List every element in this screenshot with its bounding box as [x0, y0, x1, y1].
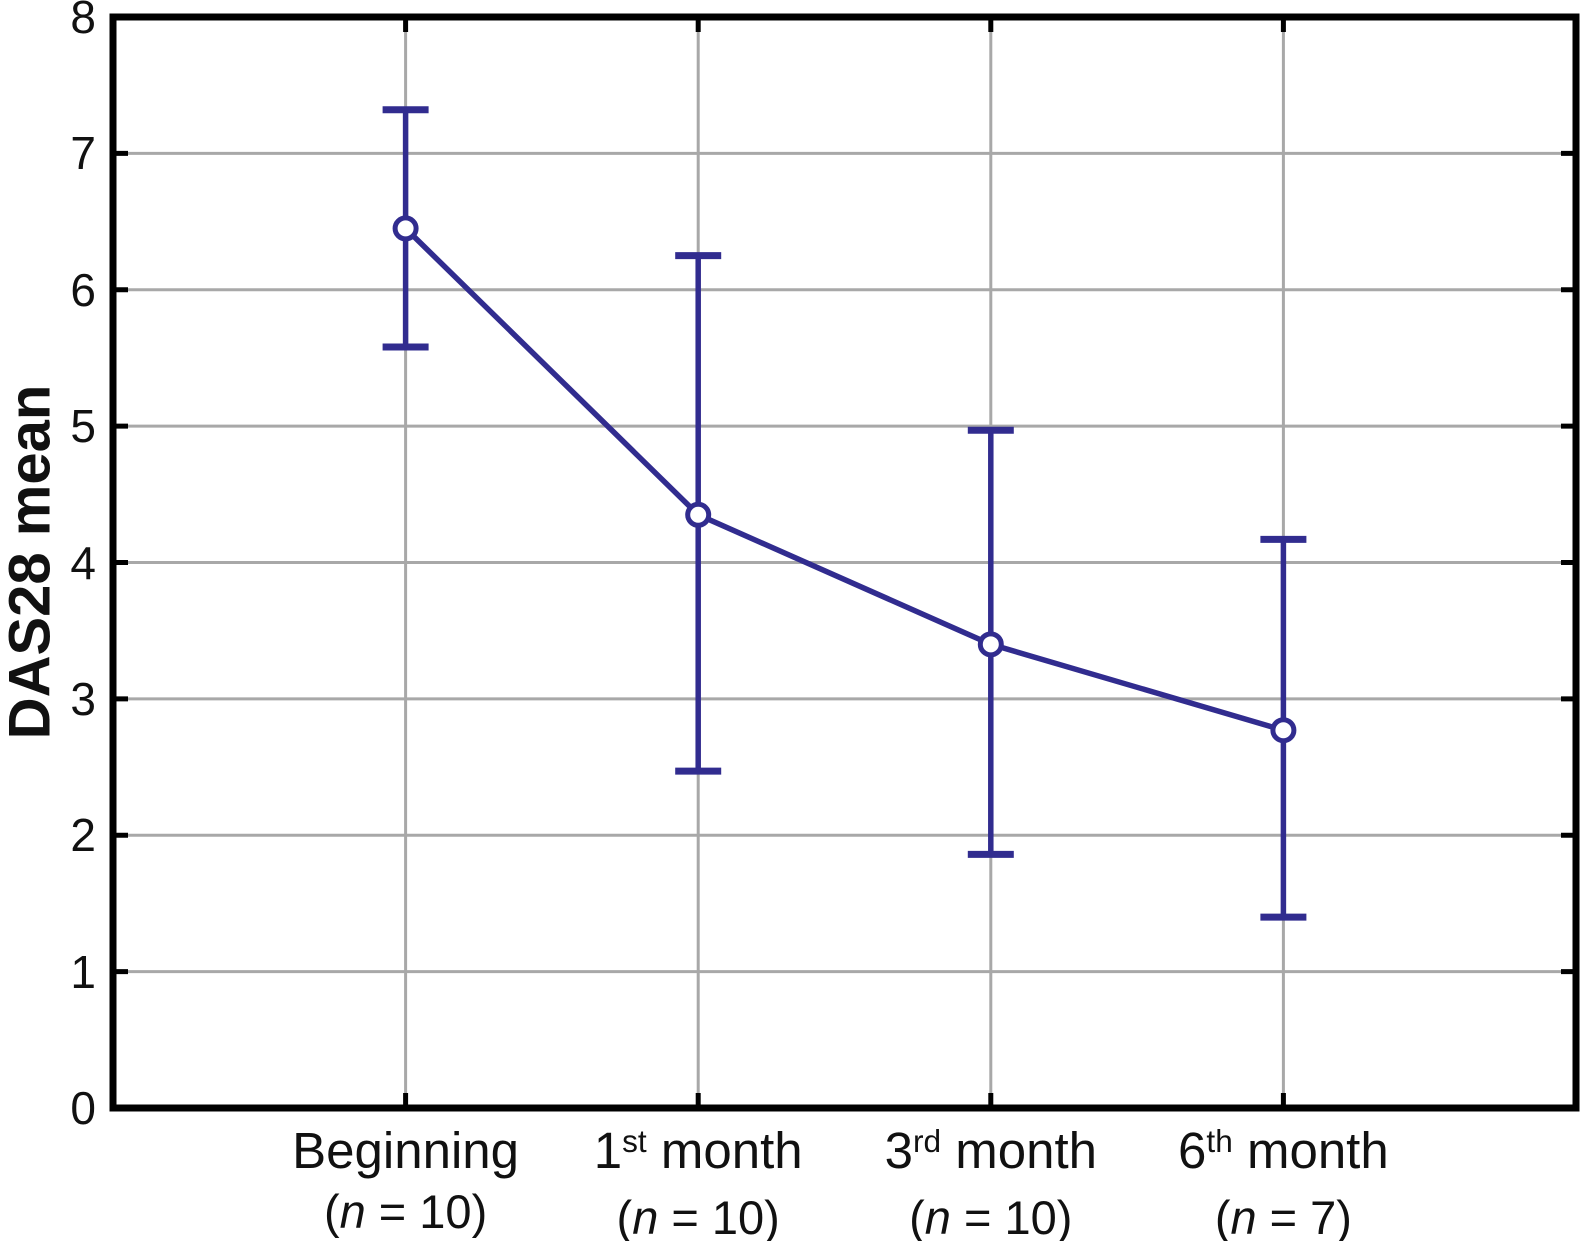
series-line	[403, 226, 1285, 733]
x-category-name: Beginning	[292, 1122, 520, 1179]
y-tick-label: 4	[70, 536, 96, 589]
ordinal-superscript: rd	[912, 1123, 942, 1160]
ordinal-superscript: th	[1206, 1123, 1233, 1160]
x-category-sample-size: (n = 10)	[909, 1191, 1073, 1241]
axes-frame	[109, 13, 1580, 1112]
x-category-label: Beginning (n = 10)	[176, 1120, 636, 1241]
x-category-sample-size: (n = 10)	[616, 1191, 780, 1241]
y-tick-label: 3	[70, 672, 96, 725]
x-category-sample-size: (n = 10)	[323, 1185, 488, 1238]
y-tick-label: 7	[70, 127, 96, 180]
x-category-name: 6th month	[1178, 1122, 1389, 1179]
y-tick-label: 1	[70, 945, 96, 998]
x-category-sample-size: (n = 7)	[1214, 1191, 1352, 1241]
x-category-label: 1st month (n = 10)	[468, 1120, 928, 1241]
y-tick-label: 6	[70, 263, 96, 316]
data-point-marker	[977, 631, 1004, 658]
y-tick-label: 0	[70, 1082, 96, 1134]
y-tick-label: 8	[70, 0, 96, 43]
x-category-name: 3rd month	[884, 1122, 1097, 1179]
data-point-marker	[392, 215, 419, 242]
data-point-marker	[1270, 717, 1297, 744]
x-category-label: 6th month (n = 7)	[1053, 1120, 1513, 1241]
y-tick-label: 2	[70, 809, 96, 862]
x-category-name: 1st month	[593, 1122, 803, 1179]
ordinal-superscript: st	[622, 1123, 647, 1160]
data-point-marker	[685, 501, 712, 528]
y-tick-label: 5	[70, 400, 96, 453]
x-category-label: 3rd month (n = 10)	[761, 1120, 1221, 1241]
